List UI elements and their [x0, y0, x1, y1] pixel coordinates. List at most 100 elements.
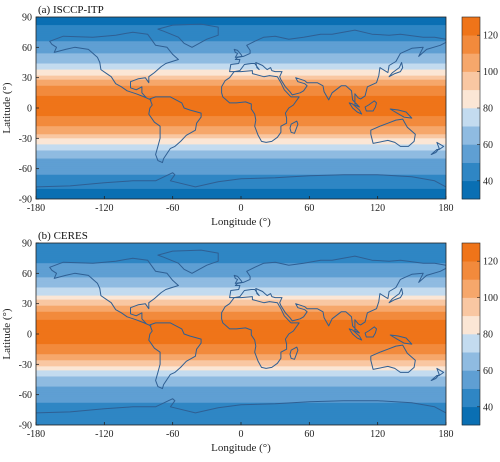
heatmap-cell	[36, 164, 446, 168]
coastline-sumatra	[348, 102, 363, 115]
coastline-antarctica	[36, 172, 446, 199]
heatmap-cell	[36, 83, 446, 87]
x-tick-label: 120	[370, 429, 385, 440]
coastline-new-zealand	[430, 141, 445, 155]
heatmap-cell	[36, 327, 446, 331]
heatmap-cell	[36, 396, 446, 400]
colorbar-segment	[462, 162, 480, 182]
coastline-greenland	[157, 23, 219, 48]
heatmap-cell	[36, 95, 446, 99]
coastline-new-guinea	[389, 108, 413, 119]
colorbar-segment	[462, 180, 480, 200]
heatmap-cell	[36, 114, 446, 117]
heatmap-cell	[36, 138, 446, 141]
heatmap-cell	[36, 299, 446, 303]
heatmap-cell	[36, 57, 446, 61]
colorbar-segment	[462, 71, 480, 91]
heatmap-bands	[36, 243, 446, 425]
heatmap-cell	[36, 118, 446, 121]
heatmap-cell	[36, 120, 446, 123]
heatmap-cell	[36, 99, 446, 103]
coastline-uk	[233, 274, 243, 284]
heatmap-cell	[36, 362, 446, 365]
heatmap-cell	[36, 305, 446, 309]
coastline-africa	[221, 296, 300, 369]
colorbar-segment	[462, 53, 480, 72]
coastline-antarctica	[36, 398, 446, 425]
heatmap-cell	[36, 382, 446, 386]
heatmap-cell	[36, 285, 446, 289]
heatmap-cell	[36, 61, 446, 65]
heatmap-cell	[36, 132, 446, 135]
heatmap-cell	[36, 23, 446, 26]
coastline-south-america	[148, 322, 202, 390]
heatmap-cell	[36, 386, 446, 390]
x-tick-label: 180	[439, 203, 454, 214]
heatmap-cell	[36, 174, 446, 178]
x-tick-label: 120	[370, 203, 385, 214]
colorbar-segment	[462, 315, 480, 335]
heatmap-cell	[36, 289, 446, 293]
coastline-madagascar	[289, 120, 299, 134]
colorbar-segment	[462, 279, 480, 298]
y-tick-label: 0	[27, 330, 32, 341]
coastline-north-america	[49, 257, 179, 327]
colorbar-tick-label: 100	[483, 67, 498, 78]
heatmap-cell	[36, 414, 446, 418]
heatmap-cell	[36, 261, 446, 264]
heatmap-cell	[36, 334, 446, 337]
heatmap-cell	[36, 158, 446, 162]
heatmap-cell	[36, 398, 446, 402]
heatmap-cell	[36, 79, 446, 83]
x-tick-label: -120	[95, 429, 113, 440]
coastline-madagascar	[289, 346, 299, 360]
heatmap-cell	[36, 154, 446, 158]
heatmap-cell	[36, 51, 446, 54]
heatmap-cell	[36, 142, 446, 145]
coastline-australia	[370, 118, 416, 147]
heatmap-cell	[36, 188, 446, 192]
heatmap-cell	[36, 150, 446, 154]
x-tick-label: 60	[304, 203, 314, 214]
heatmap-cell	[36, 372, 446, 376]
heatmap-cell	[36, 192, 446, 196]
coastline-sumatra	[348, 328, 363, 341]
heatmap-cell	[36, 295, 446, 299]
heatmap-cell	[36, 73, 446, 77]
coastline-new-guinea	[389, 334, 413, 345]
heatmap-cell	[36, 329, 446, 333]
heatmap-bands	[36, 17, 446, 199]
heatmap-cell	[36, 309, 446, 313]
heatmap-cell	[36, 368, 446, 371]
heatmap-cell	[36, 65, 446, 69]
heatmap-cell	[36, 374, 446, 378]
heatmap-cell	[36, 39, 446, 42]
heatmap-cell	[36, 283, 446, 287]
heatmap-cell	[36, 412, 446, 416]
colorbar: 120 100 80 60 40	[461, 242, 498, 426]
heatmap-cell	[36, 33, 446, 36]
colorbar-segment	[462, 352, 480, 371]
coastlines	[36, 23, 446, 199]
panel-title: (a) ISCCP-ITP	[38, 4, 104, 16]
heatmap-cell	[36, 69, 446, 73]
heatmap-cell	[36, 406, 446, 410]
heatmap-cell	[36, 402, 446, 406]
heatmap-cell	[36, 27, 446, 30]
heatmap-cell	[36, 370, 446, 374]
heatmap-cell	[36, 122, 446, 125]
heatmap-cell	[36, 307, 446, 311]
x-tick-label: -180	[27, 203, 45, 214]
heatmap-cell	[36, 29, 446, 32]
heatmap-cell	[36, 376, 446, 380]
heatmap-cell	[36, 172, 446, 176]
x-tick-label: -60	[166, 429, 179, 440]
heatmap-cell	[36, 319, 446, 323]
heatmap-cell	[36, 160, 446, 164]
colorbar-segment	[462, 35, 480, 54]
coastline-new-zealand	[430, 367, 445, 381]
heatmap-cell	[36, 388, 446, 392]
heatmap-cell	[36, 301, 446, 305]
heatmap-cell	[36, 352, 446, 355]
